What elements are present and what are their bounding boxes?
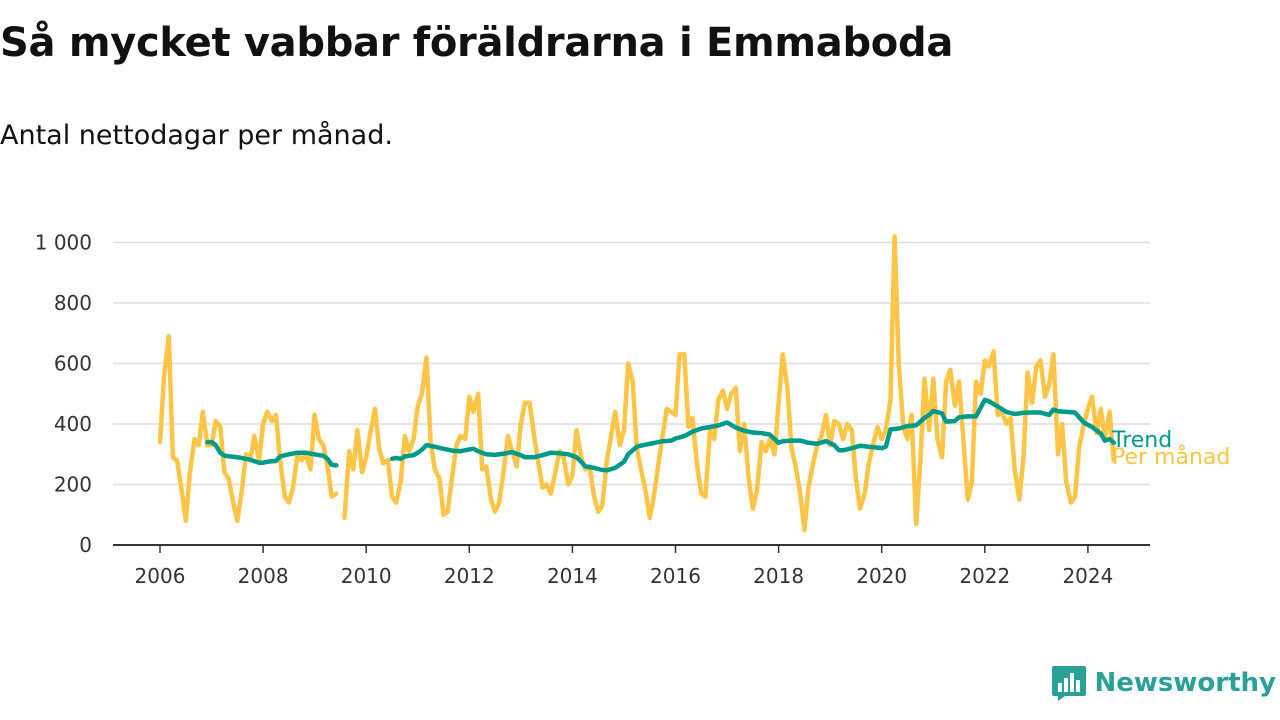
x-tick-label: 2006 xyxy=(135,564,186,588)
grid-lines xyxy=(113,241,1150,486)
x-tick-label: 2018 xyxy=(753,564,804,588)
y-tick-label: 400 xyxy=(54,412,92,436)
series-label-trend: Trend xyxy=(1111,428,1172,453)
x-tick-label: 2022 xyxy=(959,564,1010,588)
series-label-per-month: Per månad xyxy=(1112,444,1230,470)
y-tick-label: 600 xyxy=(54,352,92,376)
y-tick-label: 0 xyxy=(79,533,92,557)
series-line-trend xyxy=(205,439,339,468)
series-line-per-month xyxy=(342,234,1116,533)
y-tick-label: 1 000 xyxy=(35,231,92,255)
y-axis-tick-labels: 0 200 400 600 800 1 000 xyxy=(35,231,92,558)
series-line-trend xyxy=(389,397,1116,473)
x-tick-label: 2010 xyxy=(341,564,392,588)
y-tick-label: 200 xyxy=(54,473,92,497)
y-tick-label: 800 xyxy=(54,291,92,315)
newsworthy-logo: Newsworthy xyxy=(1051,664,1276,702)
x-tick-label: 2020 xyxy=(856,564,907,588)
x-axis: 2006 2008 2010 2012 2014 2016 2018 2020 2022 2024 xyxy=(113,544,1150,588)
series-lines xyxy=(157,234,1116,533)
x-tick-label: 2024 xyxy=(1062,564,1113,588)
x-tick-label: 2008 xyxy=(238,564,289,588)
bar-chart-speech-bubble-icon xyxy=(1051,666,1086,701)
chart-title: Så mycket vabbar föräldrarna i Emmaboda xyxy=(0,20,954,66)
x-tick-label: 2016 xyxy=(650,564,701,588)
x-tick-label: 2014 xyxy=(547,564,598,588)
chart-subtitle: Antal nettodagar per månad. xyxy=(0,120,393,151)
x-tick-label: 2012 xyxy=(444,564,495,588)
brand-name: Newsworthy xyxy=(1094,668,1276,698)
